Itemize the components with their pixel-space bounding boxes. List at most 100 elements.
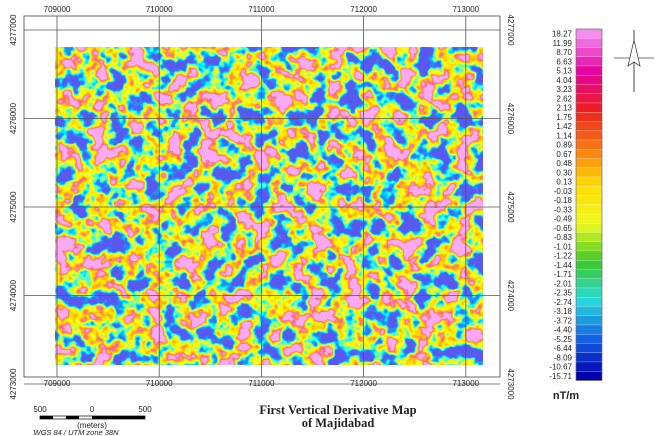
legend-label: -0.18 [554,196,573,205]
legend-swatch [576,325,602,334]
legend-swatch [576,112,602,121]
legend-label: 18.27 [552,30,573,39]
legend-label: -3.18 [554,307,573,316]
x-tick-label: 709000 [44,5,71,14]
legend-label: -2.35 [554,289,573,298]
y-tick-label: 4277000 [9,14,18,46]
map-title: of Majidabad [302,416,375,430]
legend-swatch [576,362,602,371]
scale-label: 500 [138,405,152,414]
legend-swatch [576,334,602,343]
legend-label: 0.13 [556,178,572,187]
legend-label: 0.89 [556,141,572,150]
legend-swatch [576,186,602,195]
legend-swatch [576,371,602,380]
legend-label: -1.44 [554,261,573,270]
y-tick-label: 4273000 [9,368,18,400]
x-tick-label: 710000 [146,5,173,14]
legend-label: 3.23 [556,85,572,94]
legend-swatch [576,353,602,362]
legend-swatch [576,297,602,306]
x-tick-label: 710000 [146,379,173,388]
legend-unit: nT/m [553,390,579,402]
legend-swatch [576,75,602,84]
north-arrow [614,30,654,92]
legend-swatch [576,270,602,279]
legend-label: 4.04 [556,76,572,85]
legend-swatch [576,205,602,214]
legend-swatch [576,103,602,112]
y-tick-label: 4273000 [506,368,515,400]
legend-label: 0.67 [556,150,572,159]
legend-swatch [576,159,602,168]
x-tick-label: 713000 [452,379,479,388]
legend-label: -4.40 [554,326,573,335]
legend-swatch [576,57,602,66]
legend-swatch [576,288,602,297]
legend-label: 0.48 [556,159,572,168]
legend-swatch [576,131,602,140]
legend-swatch [576,122,602,131]
legend-swatch [576,251,602,260]
legend-swatch [576,214,602,223]
map-figure: nT/m First Vertical Derivative Map of Ma… [0,0,657,436]
legend-swatch [576,260,602,269]
legend-label: -0.33 [554,205,573,214]
y-tick-label: 4276000 [506,103,515,135]
legend-label: 0.30 [556,168,572,177]
legend-swatch [576,140,602,149]
legend-label: -1.22 [554,252,573,261]
y-tick-label: 4275000 [506,191,515,223]
legend-label: -6.44 [554,344,573,353]
legend-label: -10.67 [549,363,572,372]
legend-label: 1.14 [556,131,572,140]
legend-label: 2.13 [556,104,572,113]
map-title: First Vertical Derivative Map [259,403,416,417]
legend-label: 1.75 [556,113,572,122]
legend-label: 6.63 [556,57,572,66]
legend-swatch [576,223,602,232]
legend-swatch [576,94,602,103]
legend-swatch [576,38,602,47]
legend-label: 8.70 [556,48,572,57]
legend-label: -1.01 [554,242,573,251]
legend-swatch [576,48,602,57]
legend-label: -3.72 [554,316,573,325]
legend-swatch [576,66,602,75]
legend-label: 2.62 [556,94,572,103]
page: {"map": { "x_ticks": ["709000", "710000"… [0,0,657,436]
y-tick-label: 4274000 [506,280,515,312]
legend-swatch [576,307,602,316]
x-tick-label: 712000 [350,5,377,14]
y-tick-label: 4277000 [506,14,515,46]
y-tick-label: 4276000 [9,102,18,134]
legend-label: -2.01 [554,279,573,288]
legend-swatch [576,29,602,38]
x-tick-label: 711000 [248,379,275,388]
legend-label: -0.49 [554,215,573,224]
legend-label: 5.13 [556,67,572,76]
legend-label: -15.71 [549,372,572,381]
legend-label: 1.42 [556,122,572,131]
legend-label: 11.99 [553,39,573,48]
legend-label: -0.03 [554,187,573,196]
x-tick-label: 713000 [452,5,479,14]
derivative-raster [55,47,483,365]
legend-swatch [576,168,602,177]
scale-bar [40,416,145,419]
legend-label: -5.25 [554,335,573,344]
scale-label: 500 [33,405,47,414]
x-tick-label: 709000 [44,379,71,388]
scale-label: 0 [90,405,95,414]
projection: WGS 84 / UTM zone 38N [33,428,119,436]
legend-swatch [576,233,602,242]
legend-label: -0.83 [554,233,573,242]
legend-swatch [576,279,602,288]
legend-swatch [576,196,602,205]
x-tick-label: 712000 [350,379,377,388]
legend-label: -1.71 [554,270,573,279]
y-tick-label: 4275000 [9,191,18,223]
legend-swatch [576,85,602,94]
legend-label: -8.09 [554,353,573,362]
legend-swatch [576,316,602,325]
